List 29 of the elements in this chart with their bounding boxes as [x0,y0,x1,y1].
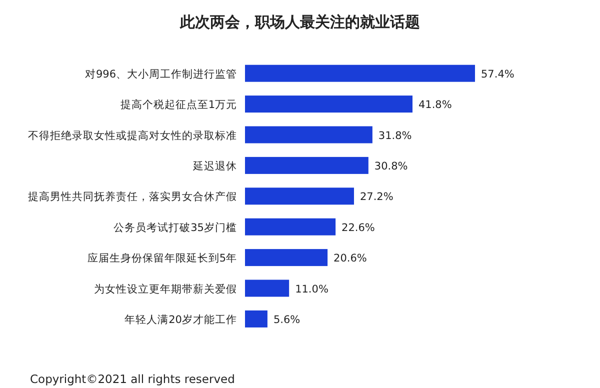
data-label: 5.6% [273,314,300,326]
data-label: 20.6% [334,252,367,265]
bar [245,218,336,236]
bar [245,249,328,266]
bar [245,126,372,144]
y-tick-label: 提高个税起征点至1万元 [120,98,237,112]
chart-title: 此次两会，职场人最关注的就业话题 [179,13,420,31]
y-tick-label: 为女性设立更年期带薪关爱假 [94,282,237,296]
y-tick-label: 应届生身份保留年限延长到5年 [87,252,237,265]
bar [245,96,412,113]
data-label: 57.4% [481,68,514,80]
bar [245,280,290,297]
data-label: 31.8% [378,130,412,142]
y-tick-label: 不得拒绝录取女性或提高对女性的录取标准 [28,128,237,142]
y-tick-label: 提高男性共同抚养责任，落实男女合休产假 [28,190,237,204]
text: Copyright©2021 all rights reserved [30,372,235,386]
data-label: 27.2% [360,191,394,204]
data-label: 11.0% [295,283,328,296]
bar [245,156,368,174]
data-label: 41.8% [418,99,452,112]
y-tick-label: 年轻人满20岁才能工作 [124,312,237,326]
data-label: 22.6% [342,222,375,234]
data-label: 30.8% [374,160,408,172]
y-tick-label: 对996、大小周工作制进行监管 [84,67,237,80]
bar [245,310,268,328]
bar [245,188,354,205]
y-tick-label: 延迟退休 [192,159,237,172]
y-tick-label: 公务员考试打破35岁门槛 [114,220,237,234]
bar [245,64,475,82]
